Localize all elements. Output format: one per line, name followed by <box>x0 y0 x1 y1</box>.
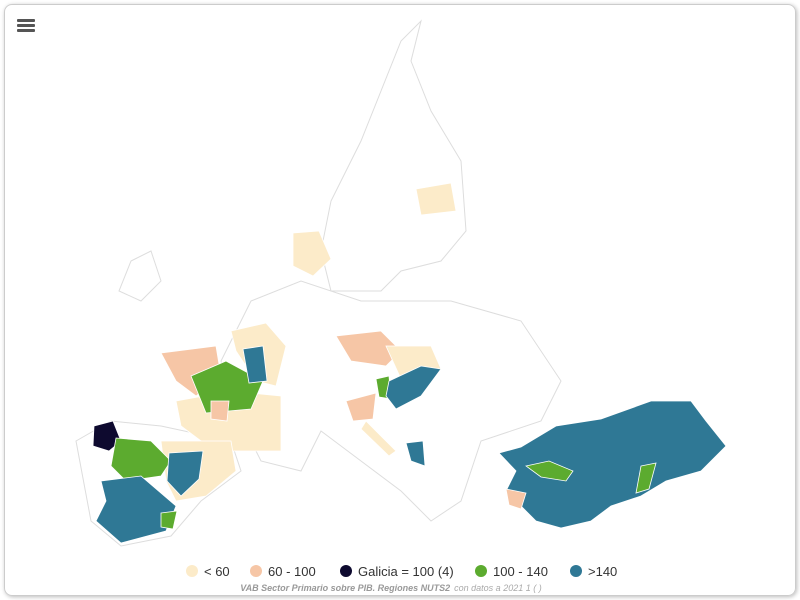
region <box>405 440 426 467</box>
legend-item[interactable]: 100 - 140 <box>475 564 548 579</box>
region <box>360 420 397 457</box>
map-frame: < 60 60 - 100 Galicia = 100 (4) 100 - 140 >1… <box>4 4 796 596</box>
region <box>292 230 332 277</box>
menu-button[interactable] <box>17 19 35 32</box>
region <box>635 462 657 494</box>
legend-item[interactable]: >140 <box>570 564 617 579</box>
legend-symbol <box>570 565 582 577</box>
caption-note: con datos a 2021 1 ( ) <box>454 583 542 593</box>
legend-item[interactable]: < 60 <box>186 564 230 579</box>
legend-label: 60 - 100 <box>268 564 316 579</box>
legend-symbol <box>186 565 198 577</box>
caption: VAB Sector Primario sobre PIB. Regiones … <box>240 583 541 593</box>
legend-symbol <box>475 565 487 577</box>
legend-item[interactable]: Galicia = 100 (4) <box>340 564 454 579</box>
region <box>385 365 442 410</box>
region <box>160 510 178 530</box>
legend-label: < 60 <box>204 564 230 579</box>
legend-label: 100 - 140 <box>493 564 548 579</box>
region <box>525 460 574 482</box>
legend-label: >140 <box>588 564 617 579</box>
region <box>166 450 204 497</box>
region <box>345 392 377 422</box>
legend-symbol <box>340 565 352 577</box>
caption-title: VAB Sector Primario sobre PIB. Regiones … <box>240 583 450 593</box>
region <box>210 400 230 422</box>
region <box>95 475 177 544</box>
map: < 60 60 - 100 Galicia = 100 (4) 100 - 140 >1… <box>17 19 727 593</box>
region <box>415 182 457 216</box>
legend-label: Galicia = 100 (4) <box>358 564 454 579</box>
region <box>242 345 268 384</box>
region <box>110 437 172 482</box>
legend-symbol <box>250 565 262 577</box>
region <box>190 360 264 414</box>
regions <box>92 182 727 544</box>
region <box>505 488 527 510</box>
legend-item[interactable]: 60 - 100 <box>250 564 316 579</box>
